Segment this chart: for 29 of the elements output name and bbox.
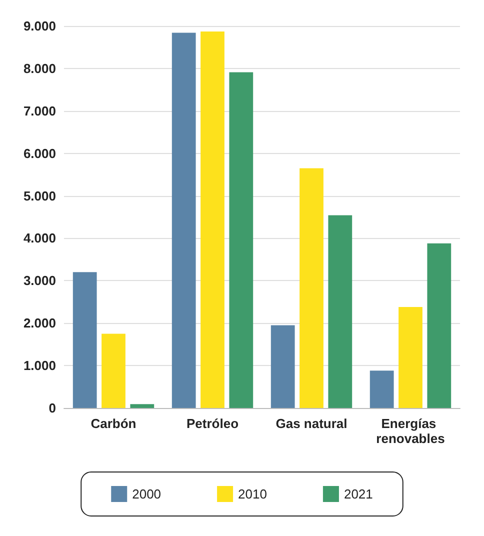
x-tick-label: Carbón (90, 416, 136, 431)
y-tick-label: 4.000 (23, 230, 56, 246)
x-tick-label: Energías renovables (376, 416, 445, 446)
y-tick-label: 5.000 (23, 188, 56, 204)
y-tick-label: 3.000 (23, 273, 56, 288)
bar (270, 325, 295, 408)
bar (398, 306, 422, 408)
bar (328, 215, 352, 408)
bar (130, 404, 154, 408)
bar (72, 272, 97, 408)
legend-label: 2021 (344, 486, 373, 502)
y-tick-label: 1.000 (23, 358, 56, 374)
x-tick-label: Petróleo (186, 416, 239, 431)
bar (200, 32, 224, 408)
bar (229, 72, 254, 408)
legend-label: 2000 (132, 486, 162, 502)
y-tick-label: 0 (48, 400, 56, 416)
bar (300, 168, 324, 408)
y-tick-label: 8.000 (23, 60, 56, 76)
y-tick-label: 6.000 (23, 146, 56, 161)
y-tick-label: 9.000 (23, 18, 56, 34)
bar (427, 243, 452, 408)
y-tick-label: 7.000 (23, 103, 56, 118)
bar (370, 370, 394, 408)
bar (102, 334, 126, 408)
bar (172, 32, 196, 408)
x-tick-label: Gas natural (276, 416, 348, 431)
y-tick-label: 2.000 (23, 316, 56, 331)
legend-label: 2010 (238, 486, 267, 502)
